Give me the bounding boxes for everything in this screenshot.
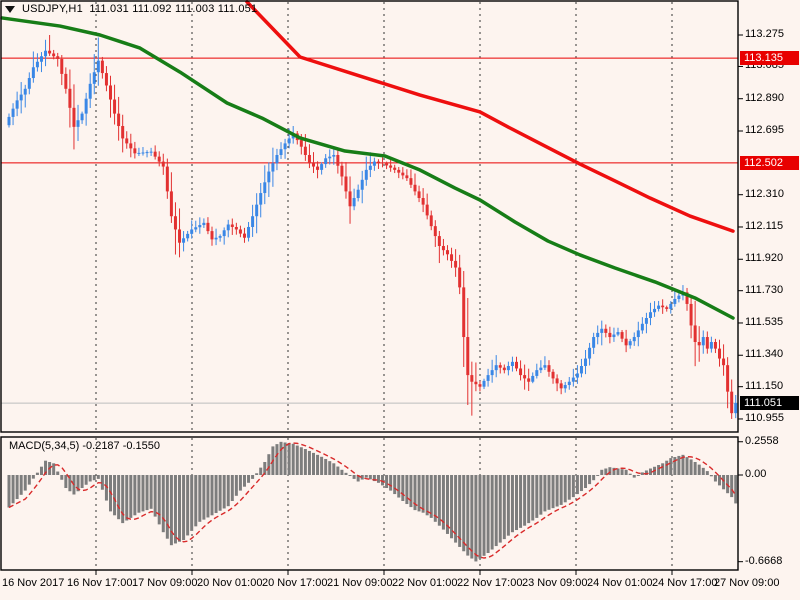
price-badge: 111.051 [740,396,799,411]
axis-ticks [95,34,743,575]
candlestick-series [7,35,738,419]
chart-dropdown-icon[interactable] [5,5,15,13]
price-tick-label: 112.890 [745,91,784,104]
price-tick-label: 113.275 [745,28,784,40]
price-tick-label: 111.730 [745,283,784,296]
macd-histogram [7,441,738,562]
ma-green-line [0,16,735,320]
time-label: 23 Nov 09:00 [522,577,588,589]
horizontal-price-lines [1,57,738,404]
panel-frames [0,0,739,571]
time-label: 17 Nov 09:00 [132,577,198,589]
price-tick-label: 111.535 [745,315,784,328]
time-label: 21 Nov 09:00 [327,577,393,589]
time-label: 16 Nov 17:00 [67,577,133,589]
macd-tick-label: -0.6668 [745,554,783,567]
macd-name-label: MACD(5,34,5) [9,440,80,452]
time-label: 24 Nov 01:00 [587,577,653,589]
time-label: 20 Nov 01:00 [197,577,263,589]
price-tick-label: 112.310 [745,187,784,200]
symbol-period-label: USDJPY,H1 [22,3,83,15]
price-tick-label: 112.115 [745,219,784,232]
ma-red-line [245,0,735,233]
price-tick-label: 110.955 [745,411,784,424]
macd-values-label: -0.2187 -0.1550 [82,440,161,452]
price-badge: 113.135 [740,51,799,66]
price-tick-label: 112.695 [745,123,784,136]
time-label: 27 Nov 09:00 [714,577,780,589]
price-tick-label: 111.340 [745,348,784,361]
time-label: 20 Nov 17:00 [262,577,328,589]
time-label: 24 Nov 17:00 [652,577,718,589]
macd-tick-label: 0.00 [745,468,767,480]
time-label: 16 Nov 2017 [2,577,65,589]
macd-signal-line [8,442,737,559]
macd-tick-label: 0.2558 [745,434,779,447]
time-label: 22 Nov 01:00 [392,577,458,589]
ohlc-values-label: 111.031 111.092 111.003 111.051 [89,3,258,15]
time-label: 22 Nov 17:00 [457,577,523,589]
chart-title: USDJPY,H1 111.031 111.092 111.003 111.05… [5,3,257,15]
price-tick-label: 111.920 [745,252,784,265]
price-badge: 112.502 [740,155,799,170]
macd-indicator-label: MACD(5,34,5) -0.2187 -0.1550 [9,440,160,452]
price-tick-label: 111.150 [745,379,784,392]
